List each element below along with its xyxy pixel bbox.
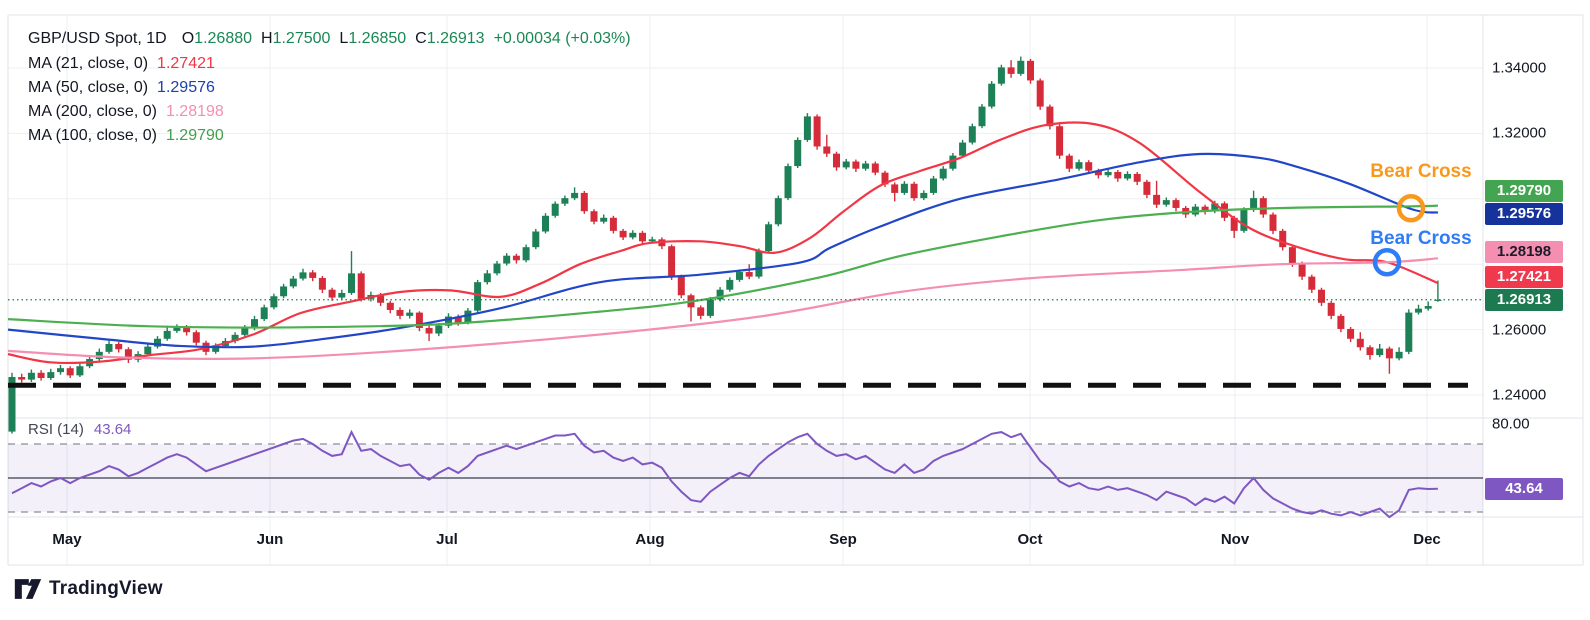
axis-tick-label: 1.26000 bbox=[1492, 321, 1547, 339]
axis-price-badge: 1.26913 bbox=[1485, 289, 1563, 311]
ma-value: 1.28198 bbox=[165, 103, 224, 120]
month-label-nov: Nov bbox=[1220, 531, 1250, 548]
month-label-oct: Oct bbox=[1017, 531, 1043, 548]
symbol-ohlc-row[interactable]: GBP/USD Spot, 1D O1.26880 H1.27500 L1.26… bbox=[28, 25, 631, 52]
month-label-jun: Jun bbox=[256, 531, 284, 548]
ma-value: 1.27421 bbox=[157, 55, 215, 72]
axis-price-badge: 1.28198 bbox=[1485, 241, 1563, 263]
high-group: H1.27500 bbox=[261, 30, 331, 47]
axis-price-badge: 1.27421 bbox=[1485, 266, 1563, 288]
axis-tick-label: 1.32000 bbox=[1492, 124, 1547, 142]
ma-legend-row-1000[interactable]: MA (100, close, 0) 1.29790 bbox=[28, 124, 631, 148]
bear-cross-circle-1 bbox=[1396, 194, 1426, 223]
ma-legend-row-2000[interactable]: MA (200, close, 0) 1.28198 bbox=[28, 100, 631, 124]
close-value: 1.26913 bbox=[426, 30, 485, 47]
candlestick-series bbox=[8, 56, 1442, 434]
tradingview-logo[interactable]: TradingView bbox=[14, 576, 163, 602]
close-group: C1.26913 bbox=[415, 30, 485, 47]
ma-line-200 bbox=[7, 257, 1439, 360]
ma-label: MA (50, close, 0) bbox=[28, 79, 149, 96]
axis-tick-label: 1.34000 bbox=[1492, 59, 1547, 77]
ma-label: MA (21, close, 0) bbox=[28, 55, 149, 72]
bear-cross-label-1: Bear Cross bbox=[1370, 161, 1472, 182]
axis-tick-label: 80.00 bbox=[1492, 415, 1530, 433]
gridlines bbox=[7, 14, 1584, 566]
axis-price-badge: 43.64 bbox=[1485, 478, 1563, 500]
axis-price-badge: 1.29576 bbox=[1485, 203, 1563, 225]
ma-label: MA (100, close, 0) bbox=[28, 127, 157, 144]
ma-legend-row-210[interactable]: MA (21, close, 0) 1.27421 bbox=[28, 52, 631, 76]
month-label-may: May bbox=[52, 531, 82, 548]
high-value: 1.27500 bbox=[272, 30, 331, 47]
low-group: L1.26850 bbox=[339, 30, 407, 47]
ma-value: 1.29576 bbox=[157, 79, 215, 96]
bear-cross-label-2: Bear Cross bbox=[1370, 228, 1472, 249]
ma-line-100 bbox=[7, 204, 1439, 329]
rsi-legend[interactable]: RSI (14) 43.64 bbox=[28, 421, 131, 438]
rsi-pane bbox=[8, 429, 1483, 519]
chart-legend: GBP/USD Spot, 1D O1.26880 H1.27500 L1.26… bbox=[28, 25, 631, 148]
tradingview-logo-text: TradingView bbox=[49, 578, 163, 599]
month-label-sep: Sep bbox=[829, 531, 857, 548]
change-value: +0.00034 (+0.03%) bbox=[493, 30, 631, 47]
tradingview-logo-icon bbox=[14, 579, 42, 599]
rsi-label: RSI (14) bbox=[28, 421, 84, 438]
rsi-line bbox=[11, 429, 1438, 519]
axis-price-badge: 1.29790 bbox=[1485, 180, 1563, 202]
moving-average-lines bbox=[7, 121, 1439, 365]
month-label-jul: Jul bbox=[436, 531, 458, 548]
ma-legend-row-500[interactable]: MA (50, close, 0) 1.29576 bbox=[28, 76, 631, 100]
low-value: 1.26850 bbox=[348, 30, 407, 47]
month-label-dec: Dec bbox=[1413, 531, 1441, 548]
ma-legend-rows: MA (21, close, 0) 1.27421 MA (50, close, 0… bbox=[28, 52, 631, 148]
month-label-aug: Aug bbox=[635, 531, 665, 548]
ma-label: MA (200, close, 0) bbox=[28, 103, 157, 120]
ma-value: 1.29790 bbox=[165, 127, 224, 144]
rsi-value: 43.64 bbox=[93, 421, 132, 438]
open-group: O1.26880 bbox=[181, 30, 253, 47]
open-value: 1.26880 bbox=[194, 30, 253, 47]
symbol-title: GBP/USD Spot, 1D bbox=[28, 30, 167, 47]
ma-line-50 bbox=[7, 152, 1439, 349]
axis-tick-label: 1.24000 bbox=[1492, 386, 1547, 404]
bear-cross-circle-2 bbox=[1372, 247, 1402, 277]
